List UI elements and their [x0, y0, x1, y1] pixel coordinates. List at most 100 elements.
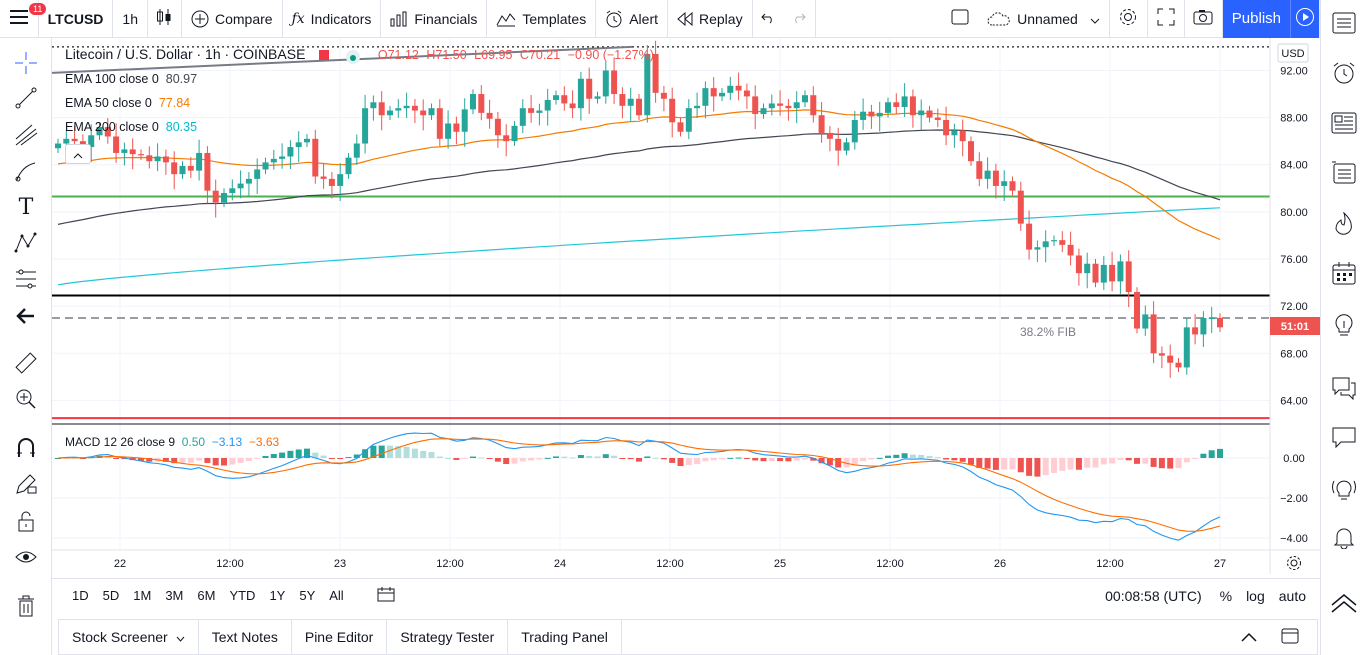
maximize-panel-icon[interactable] — [1281, 628, 1299, 647]
range-button-1m[interactable]: 1M — [133, 588, 152, 603]
trend-line-icon[interactable] — [13, 85, 39, 111]
settings-button[interactable] — [1110, 0, 1148, 38]
chats-icon[interactable] — [1329, 373, 1359, 403]
templates-button[interactable]: Templates — [487, 0, 597, 38]
candle-body — [843, 142, 850, 151]
tab-stock-screener[interactable]: Stock Screener — [59, 619, 199, 655]
range-button-6m[interactable]: 6M — [197, 588, 216, 603]
candle-body — [55, 143, 61, 149]
price-tick: 88.00 — [1280, 113, 1308, 125]
range-button-1d[interactable]: 1D — [72, 588, 89, 603]
main-menu-button[interactable]: 11 — [0, 0, 47, 38]
macd-histogram-bar — [204, 458, 211, 463]
symbol-search-button[interactable]: LTCUSD — [39, 0, 114, 38]
fullscreen-button[interactable] — [1148, 0, 1185, 38]
chat-icon[interactable] — [1329, 423, 1359, 453]
pencil-lock-icon[interactable] — [13, 471, 39, 497]
candle-body — [370, 102, 377, 109]
redo-button[interactable] — [783, 0, 816, 38]
snapshot-button[interactable] — [1185, 0, 1223, 38]
auto-scale-toggle[interactable]: auto — [1278, 587, 1306, 604]
chart-canvas[interactable]: 92.00 88.00 84.00 80.00 76.00 72.00 68.00 64.00… — [51, 38, 1320, 574]
range-button-1y[interactable]: 1Y — [269, 588, 286, 603]
trash-icon[interactable] — [13, 593, 39, 619]
pattern-icon[interactable] — [13, 230, 39, 256]
tab-pine-editor[interactable]: Pine Editor — [292, 619, 388, 655]
layout-select-button[interactable] — [942, 0, 978, 38]
streams-icon[interactable] — [1329, 473, 1359, 503]
gear-icon — [1118, 7, 1138, 30]
bell-icon[interactable] — [1329, 522, 1359, 552]
time-tick: 23 — [334, 558, 346, 570]
ideas-lightbulb-icon[interactable] — [1329, 310, 1359, 340]
candle-body — [968, 141, 974, 162]
alarm-clock-icon[interactable] — [1329, 58, 1359, 88]
chevron-double-up-icon[interactable] — [1329, 588, 1359, 618]
compare-button[interactable]: Compare — [182, 0, 283, 38]
log-scale-toggle[interactable]: log — [1246, 587, 1265, 604]
candle-body — [959, 130, 966, 142]
text-icon[interactable]: T — [18, 194, 34, 220]
ema200-legend[interactable]: EMA 200 close 0 80.35 — [65, 120, 198, 134]
hotlist-icon[interactable] — [1329, 210, 1359, 240]
macd-histogram-bar — [984, 458, 991, 469]
range-button-5y[interactable]: 5Y — [299, 588, 316, 603]
tab-trading-panel[interactable]: Trading Panel — [508, 619, 622, 655]
range-button-ytd[interactable]: YTD — [229, 588, 256, 603]
macd-legend[interactable]: MACD 12 26 close 9 0.50 −3.13 −3.63 — [65, 435, 280, 449]
lock-icon[interactable] — [13, 508, 39, 534]
range-button-3m[interactable]: 3M — [165, 588, 184, 603]
horizontal-lines — [51, 45, 1270, 420]
chart-pane[interactable]: 92.00 88.00 84.00 80.00 76.00 72.00 68.00 64.00… — [51, 38, 1320, 574]
macd-tick: −2.00 — [1280, 493, 1308, 505]
alert-button[interactable]: Alert — [596, 0, 668, 38]
goto-date-icon[interactable] — [377, 586, 397, 605]
interval-button[interactable]: 1h — [113, 0, 148, 38]
ema50-legend[interactable]: EMA 50 close 0 77.84 — [65, 96, 191, 110]
percent-scale-toggle[interactable]: % — [1219, 587, 1233, 604]
macd-histogram-bar — [644, 456, 651, 458]
macd-histogram-bar — [669, 458, 676, 463]
watchlist-icon[interactable] — [1329, 8, 1359, 38]
undo-button[interactable] — [753, 0, 783, 38]
camera-icon — [1193, 9, 1213, 28]
macd-axis: 0.00 −2.00 −4.00 — [1280, 453, 1308, 545]
range-button-all[interactable]: All — [329, 588, 344, 603]
financials-button[interactable]: Financials — [381, 0, 488, 38]
macd-histogram-bar — [719, 458, 725, 460]
flag-icon[interactable] — [318, 50, 329, 60]
candle-body — [503, 135, 510, 142]
arrow-left-icon[interactable] — [13, 303, 39, 329]
indicators-button[interactable]: ƒx Indicators — [283, 0, 382, 38]
pitchfork-icon[interactable] — [13, 122, 39, 148]
forecast-icon[interactable] — [13, 266, 39, 292]
range-button-5d[interactable]: 5D — [102, 588, 120, 603]
collapse-legend-button[interactable] — [65, 144, 91, 164]
news-icon[interactable] — [1329, 108, 1359, 138]
tab-text-notes[interactable]: Text Notes — [199, 619, 292, 655]
crosshair-icon[interactable] — [13, 50, 39, 76]
macd-histogram-bar — [1001, 458, 1008, 470]
zoom-in-icon[interactable] — [13, 386, 39, 412]
gear-icon[interactable] — [1287, 556, 1301, 570]
calendar-icon[interactable] — [1329, 258, 1359, 288]
chevron-up-icon[interactable] — [1241, 630, 1257, 645]
time-tick: 22 — [114, 558, 126, 570]
chart-type-button[interactable] — [148, 0, 182, 38]
utc-clock[interactable]: 00:08:58 (UTC) — [1105, 587, 1202, 604]
publish-menu-button[interactable] — [1290, 0, 1320, 38]
layout-name-button[interactable]: Unnamed — [978, 0, 1110, 38]
ruler-icon[interactable] — [13, 350, 39, 376]
publish-button[interactable]: Publish — [1222, 0, 1290, 38]
replay-button[interactable]: Replay — [668, 0, 753, 38]
eye-icon[interactable] — [13, 544, 39, 570]
notification-badge: 11 — [29, 2, 47, 15]
brush-icon[interactable] — [13, 159, 39, 185]
data-window-icon[interactable] — [1329, 158, 1359, 188]
macd-histogram-bar — [968, 458, 974, 465]
candle-body — [1167, 355, 1174, 363]
tab-strategy-tester[interactable]: Strategy Tester — [387, 619, 509, 655]
candle-body — [909, 96, 916, 116]
ema100-legend[interactable]: EMA 100 close 0 80.97 — [65, 72, 198, 86]
magnet-icon[interactable] — [13, 435, 39, 461]
